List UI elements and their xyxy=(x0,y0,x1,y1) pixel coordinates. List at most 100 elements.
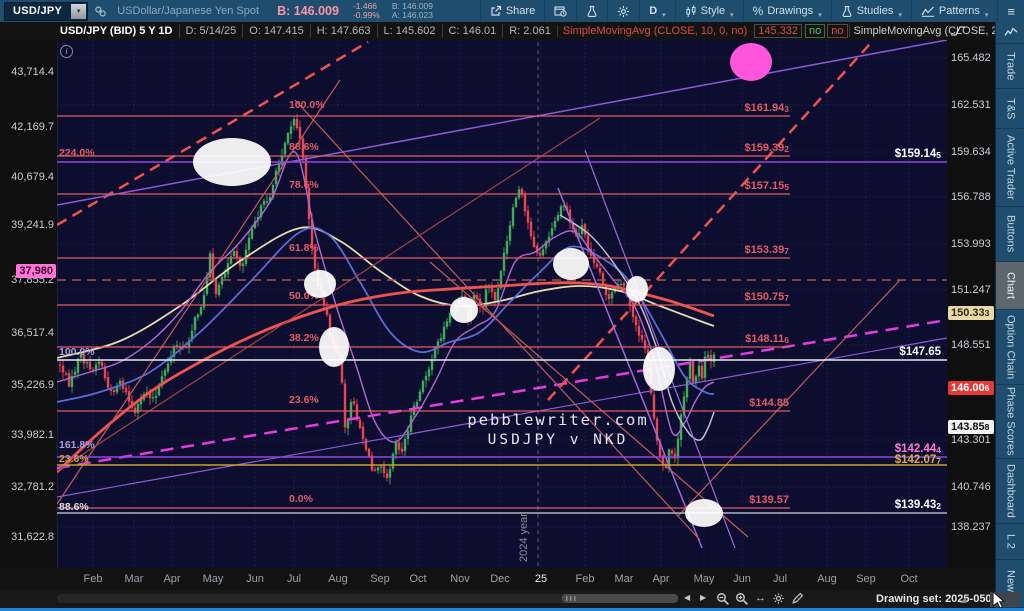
resize-corner-icon: ◢ xyxy=(960,595,967,604)
right-axis-label: 153.993 xyxy=(951,238,991,250)
tab-news[interactable]: News xyxy=(996,560,1024,608)
moving-average-red xyxy=(57,281,715,474)
analysis-tools-button[interactable] xyxy=(576,0,607,22)
level-percent-label: 23.6% xyxy=(59,453,89,465)
right-axis-price-badge: 143.858 xyxy=(948,420,994,434)
change-value: -1.466 xyxy=(352,1,378,11)
plot-background xyxy=(57,40,947,568)
toolbar-buttons: Share D ▾ Style ▾ % Drawings xyxy=(479,0,1024,22)
price-chart[interactable]: $161.943 100.0% $159.392 88.6% $157.155 78.6%… xyxy=(0,40,947,568)
share-button[interactable]: Share xyxy=(479,0,544,22)
time-axis[interactable]: Feb Mar Apr May Jun Jul Aug Sep Oct Nov Dec 25 Feb Ma… xyxy=(0,568,995,590)
studies-button[interactable]: Studies ▾ xyxy=(830,0,911,22)
tab-l-2[interactable]: L 2 xyxy=(996,524,1024,561)
pink-marker-circle xyxy=(730,43,772,81)
bid-ask-stack: B: 146.009 A: 146.023 xyxy=(392,2,433,20)
gear-icon xyxy=(618,5,630,17)
timeframe-button[interactable]: D ▾ xyxy=(639,0,674,22)
share-icon xyxy=(491,5,501,16)
chart-title: USD/JPY (BID) 5 Y 1D xyxy=(60,25,173,37)
link-chain-icon[interactable] xyxy=(94,5,107,18)
right-price-axis[interactable]: 165.482 162.531 159.634 156.788 153.993 151.2… xyxy=(947,40,995,568)
menu-button[interactable]: ≡ xyxy=(997,0,1024,22)
chart-settings-button[interactable] xyxy=(772,592,785,605)
style-button[interactable]: Style ▾ xyxy=(674,0,743,22)
scroll-right-button[interactable]: ▶ xyxy=(700,593,707,602)
time-axis-month: Feb xyxy=(83,573,103,585)
time-axis-month: Oct xyxy=(409,573,427,585)
left-axis-label: 39,241.9 xyxy=(11,219,54,231)
symbol-dropdown-button[interactable]: ▾ xyxy=(71,3,87,19)
drawing-set-label[interactable]: Drawing set: 2025-0507 xyxy=(876,593,998,605)
zoom-out-button[interactable] xyxy=(716,592,730,606)
svg-text:61.8%: 61.8% xyxy=(289,242,319,254)
time-axis-month: Apr xyxy=(652,573,670,585)
svg-text:$153.397: $153.397 xyxy=(745,244,790,256)
time-axis-month: Sep xyxy=(370,573,390,585)
top-toolbar: USD/JPY ▾ USDollar/Japanese Yen Spot B: … xyxy=(0,0,1024,23)
drawings-button[interactable]: % Drawings ▾ xyxy=(742,0,831,22)
fib-retracement[interactable]: $161.943 100.0% $159.392 88.6% $157.155 78.6%… xyxy=(57,99,790,509)
share-label: Share xyxy=(505,5,536,17)
ohlc-segment: H: 147.663 xyxy=(309,24,377,38)
draw-tool-button[interactable] xyxy=(791,592,804,605)
level-percent-label: 161.8% xyxy=(59,439,95,451)
left-axis-label: 31,622.8 xyxy=(11,531,54,543)
left-axis-label: 42,169.7 xyxy=(11,121,54,133)
tab-option-chain[interactable]: Option Chain xyxy=(996,310,1024,386)
tab-buttons[interactable]: Buttons xyxy=(996,207,1024,263)
symbol-label: USD/JPY xyxy=(13,5,63,17)
tab-chart[interactable]: Chart xyxy=(996,262,1024,311)
change-percent: -0.99% xyxy=(352,10,380,20)
pan-horizontal-button[interactable]: ↔ xyxy=(755,592,766,604)
zoom-in-button[interactable] xyxy=(735,592,749,606)
horizontal-scrollbar-track[interactable] xyxy=(57,594,678,603)
svg-text:$157.155: $157.155 xyxy=(745,180,790,192)
chart-mode-icon[interactable] xyxy=(950,25,966,37)
chevron-down-icon: ▾ xyxy=(984,12,989,19)
level-price-label: $139.432 xyxy=(895,499,942,511)
left-axis-label: 35,226.9 xyxy=(11,379,54,391)
right-axis-label: 143.301 xyxy=(951,434,991,446)
symbol-description: USDollar/Japanese Yen Spot xyxy=(117,5,260,17)
study-flag-red: no xyxy=(827,24,848,38)
time-axis-month: Jul xyxy=(286,573,302,585)
time-axis-month: Mar xyxy=(124,573,144,585)
highlight-ellipses[interactable] xyxy=(193,43,772,527)
badge-sub-digit: 3 xyxy=(984,308,990,318)
right-axis-label: 162.531 xyxy=(951,99,991,111)
alerts-button[interactable] xyxy=(544,0,576,22)
svg-text:23.6%: 23.6% xyxy=(289,394,319,406)
symbol-selector[interactable]: USD/JPY ▾ xyxy=(4,1,89,21)
ohlc-segment: R: 2.061 xyxy=(502,24,557,38)
flask-icon xyxy=(587,5,597,17)
tab-dashboard[interactable]: Dashboard xyxy=(996,459,1024,524)
level-price-label: $142.077 xyxy=(895,454,942,466)
tab-active-trader[interactable]: Active Trader xyxy=(996,129,1024,207)
study-flag-green: no xyxy=(805,24,826,38)
scroll-left-button[interactable]: ◀ xyxy=(684,593,691,602)
right-axis-label: 138.237 xyxy=(951,521,991,533)
badge-sub-digit: 6 xyxy=(984,383,990,393)
sma20-study-label[interactable]: SimpleMovingAvg (CLOSE, 20, 0, no) xyxy=(848,25,995,37)
right-axis-label: 151.247 xyxy=(951,284,991,296)
settings-button[interactable] xyxy=(607,0,639,22)
window-edge xyxy=(0,608,1024,611)
left-price-axis[interactable]: 43,714.4 42,169.7 40,679.4 39,241.9 37,855.2… xyxy=(0,40,57,568)
tab-t-s[interactable]: T&S xyxy=(996,89,1024,130)
time-axis-month: Aug xyxy=(328,573,348,585)
tab-trade[interactable]: Trade xyxy=(996,44,1024,90)
chevron-down-icon: ▾ xyxy=(662,12,666,19)
sma10-study-label[interactable]: SimpleMovingAvg (CLOSE, 10, 0, no) xyxy=(556,25,752,37)
style-label: Style xyxy=(700,5,726,17)
horizontal-scrollbar-thumb[interactable] xyxy=(562,594,678,603)
chevron-down-icon: ▾ xyxy=(818,12,822,19)
right-axis-label: 165.482 xyxy=(951,52,991,64)
info-icon[interactable]: i xyxy=(60,45,73,58)
gadget-chart-icon[interactable] xyxy=(996,22,1024,44)
patterns-button[interactable]: Patterns ▾ xyxy=(910,0,997,22)
svg-text:88.6%: 88.6% xyxy=(289,141,319,153)
tab-phase-scores[interactable]: Phase Scores xyxy=(996,385,1024,459)
right-axis-price-badge: 146.006 xyxy=(948,381,994,395)
